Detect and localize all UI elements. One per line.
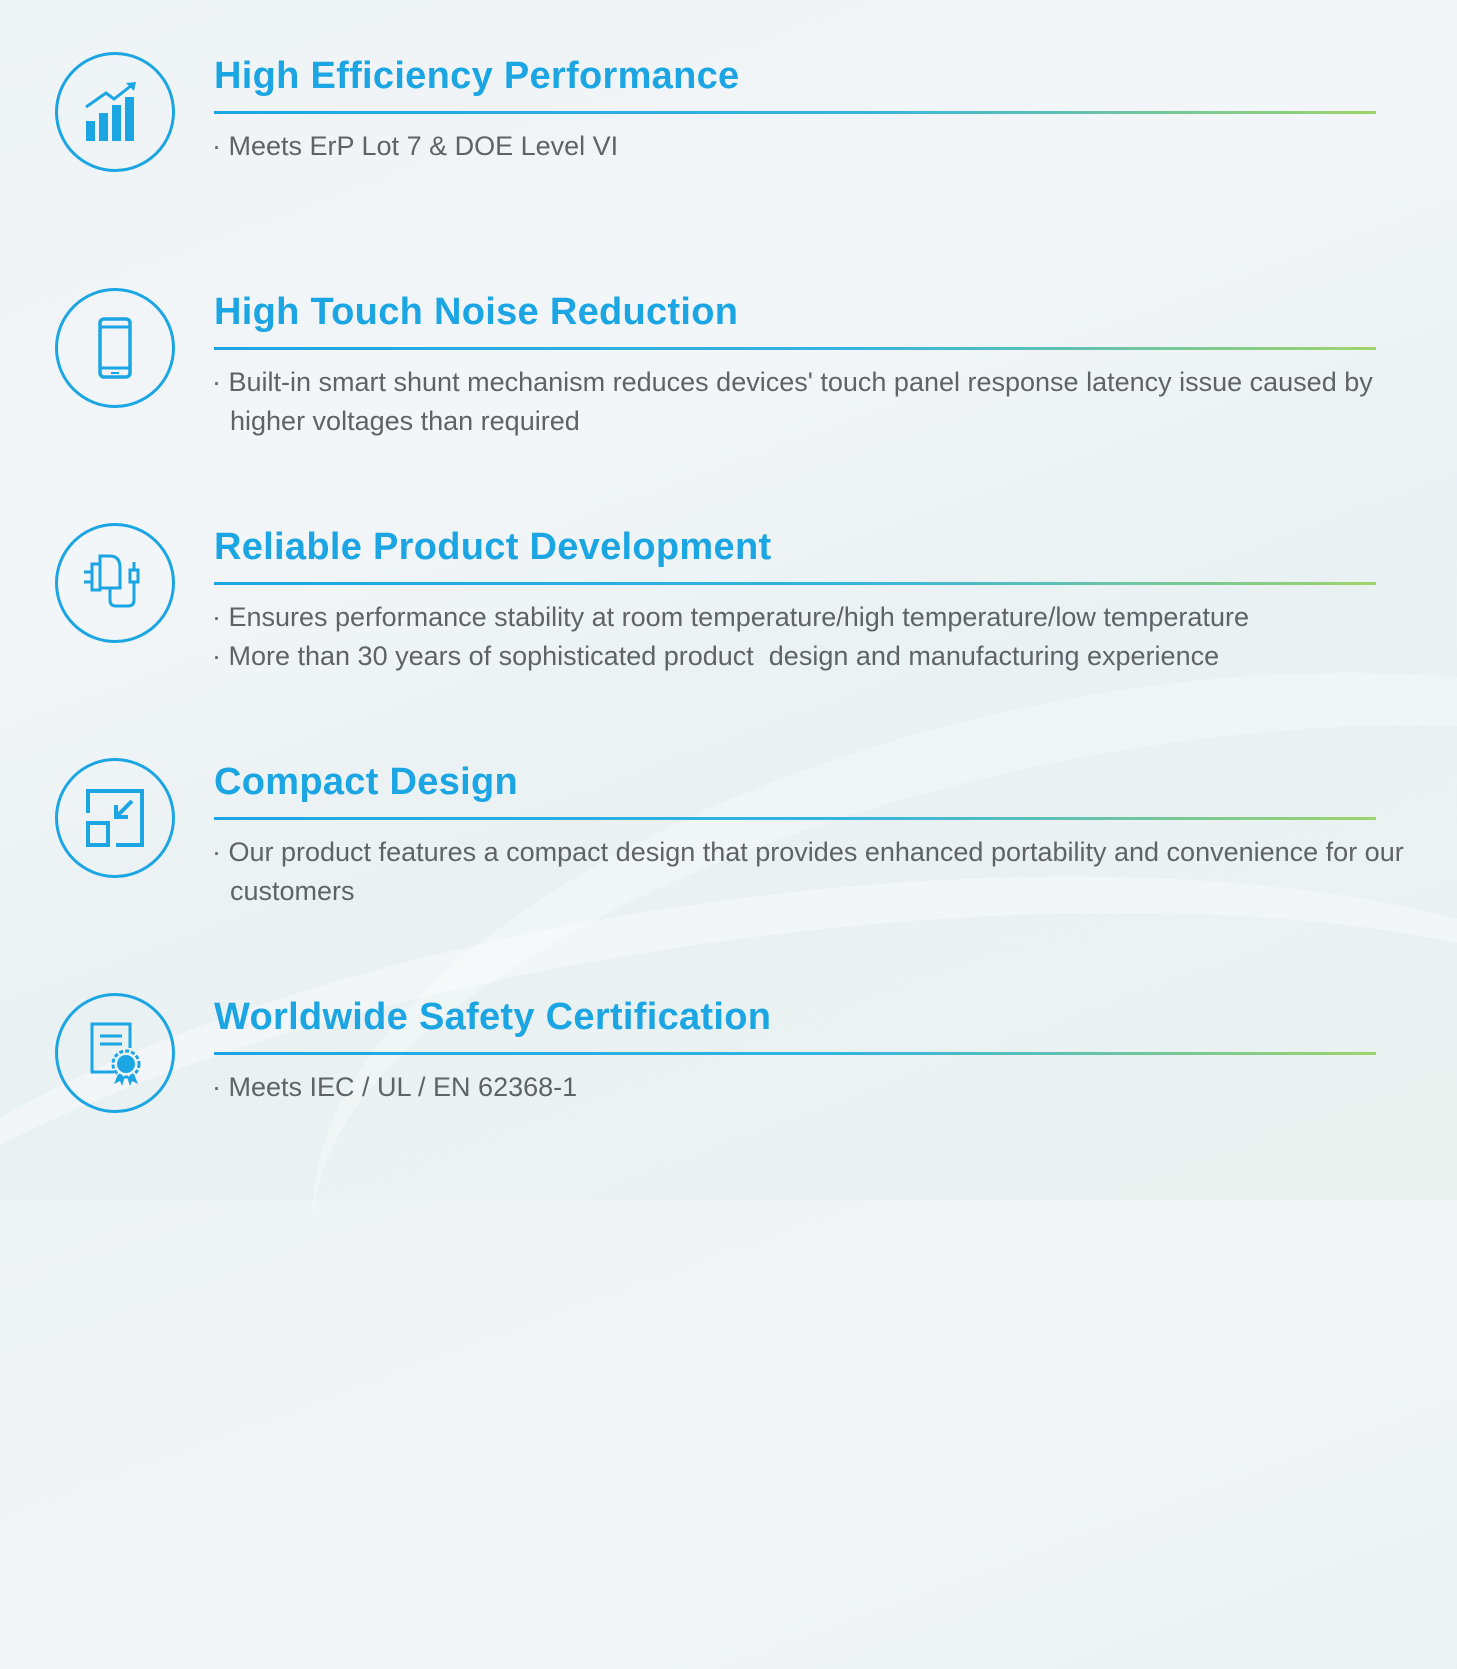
smartphone-icon (55, 288, 175, 408)
feature-compact-design: Compact Design · Our product features a … (0, 757, 1457, 957)
feature-bullet: · More than 30 years of sophisticated pr… (212, 641, 1220, 671)
feature-title: High Touch Noise Reduction (214, 291, 739, 333)
feature-title: Compact Design (214, 761, 519, 803)
compact-resize-icon (55, 758, 175, 878)
bar-chart-growth-icon (55, 52, 175, 172)
feature-bullet: · Built-in smart shunt mechanism reduces… (212, 367, 1381, 436)
feature-touch-noise: High Touch Noise Reduction · Built-in sm… (0, 287, 1457, 487)
feature-high-efficiency: High Efficiency Performance · Meets ErP … (0, 51, 1457, 251)
divider (214, 817, 1376, 820)
feature-safety-certification: Worldwide Safety Certification · Meets I… (0, 992, 1457, 1192)
feature-title: Reliable Product Development (214, 526, 772, 568)
feature-bullet: · Ensures performance stability at room … (212, 602, 1249, 632)
divider (214, 582, 1376, 585)
divider (214, 347, 1376, 350)
divider (214, 1052, 1376, 1055)
feature-bullet: · Our product features a compact design … (212, 837, 1412, 906)
feature-reliable-development: Reliable Product Development · Ensures p… (0, 522, 1457, 722)
certificate-icon (55, 993, 175, 1113)
feature-title: Worldwide Safety Certification (214, 996, 772, 1038)
feature-title: High Efficiency Performance (214, 55, 740, 97)
power-adapter-icon (55, 523, 175, 643)
feature-bullet: · Meets ErP Lot 7 & DOE Level VI (212, 131, 619, 161)
feature-bullet: · Meets IEC / UL / EN 62368-1 (212, 1072, 578, 1102)
divider (214, 111, 1376, 114)
